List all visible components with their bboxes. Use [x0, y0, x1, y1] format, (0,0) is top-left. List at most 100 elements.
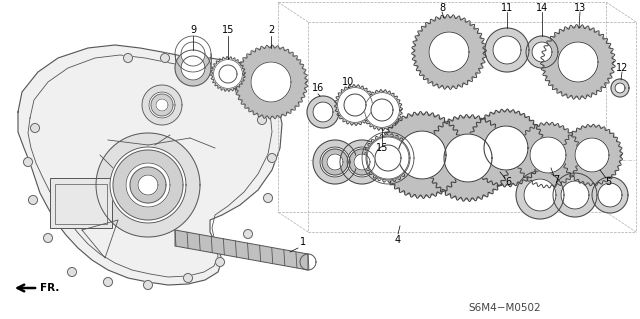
- Circle shape: [151, 94, 173, 116]
- Circle shape: [337, 87, 373, 123]
- Circle shape: [349, 149, 375, 175]
- Text: 11: 11: [501, 3, 513, 13]
- Circle shape: [366, 136, 410, 180]
- Circle shape: [553, 173, 597, 217]
- Circle shape: [493, 36, 521, 64]
- Polygon shape: [18, 45, 282, 285]
- Circle shape: [184, 273, 193, 283]
- Circle shape: [313, 140, 357, 184]
- Text: 4: 4: [395, 235, 401, 245]
- Circle shape: [516, 171, 564, 219]
- Text: 10: 10: [342, 77, 354, 87]
- Circle shape: [110, 147, 186, 223]
- Polygon shape: [175, 230, 308, 270]
- Circle shape: [268, 153, 276, 162]
- Circle shape: [216, 257, 225, 266]
- Circle shape: [427, 117, 509, 199]
- Circle shape: [104, 278, 113, 286]
- Circle shape: [532, 42, 552, 62]
- Circle shape: [44, 234, 52, 242]
- Text: FR.: FR.: [40, 283, 60, 293]
- Text: 16: 16: [312, 83, 324, 93]
- Circle shape: [67, 268, 77, 277]
- Circle shape: [142, 85, 182, 125]
- Text: 13: 13: [574, 3, 586, 13]
- Circle shape: [113, 150, 183, 220]
- Circle shape: [219, 65, 237, 83]
- Circle shape: [615, 83, 625, 93]
- Circle shape: [31, 123, 40, 132]
- Text: 7: 7: [553, 175, 559, 185]
- Circle shape: [347, 147, 377, 177]
- Circle shape: [124, 54, 132, 63]
- Circle shape: [381, 114, 463, 197]
- Circle shape: [484, 126, 528, 170]
- Circle shape: [236, 85, 244, 94]
- Circle shape: [149, 92, 175, 118]
- Circle shape: [307, 96, 339, 128]
- Circle shape: [213, 59, 243, 89]
- Circle shape: [592, 177, 628, 213]
- Circle shape: [524, 179, 556, 211]
- Text: 2: 2: [268, 25, 274, 35]
- Circle shape: [156, 99, 168, 111]
- Circle shape: [161, 54, 170, 63]
- Text: 8: 8: [439, 3, 445, 13]
- Circle shape: [96, 133, 200, 237]
- Circle shape: [126, 163, 170, 207]
- Text: S6M4−M0502: S6M4−M0502: [468, 303, 541, 313]
- Text: 6: 6: [505, 177, 511, 187]
- Circle shape: [24, 158, 33, 167]
- Circle shape: [485, 28, 529, 72]
- Circle shape: [371, 99, 393, 121]
- Text: 1: 1: [300, 237, 306, 247]
- Text: 15: 15: [222, 25, 234, 35]
- Circle shape: [526, 36, 558, 68]
- Circle shape: [327, 154, 343, 170]
- Circle shape: [143, 280, 152, 290]
- Circle shape: [611, 79, 629, 97]
- Circle shape: [264, 194, 273, 203]
- Circle shape: [344, 94, 366, 116]
- Circle shape: [517, 124, 579, 186]
- Circle shape: [181, 56, 205, 80]
- Circle shape: [130, 167, 166, 203]
- Circle shape: [366, 136, 410, 180]
- Text: 12: 12: [616, 63, 628, 73]
- Circle shape: [375, 145, 401, 171]
- Circle shape: [257, 115, 266, 124]
- Circle shape: [29, 196, 38, 204]
- Circle shape: [175, 50, 211, 86]
- Text: 15: 15: [376, 143, 388, 153]
- Circle shape: [340, 140, 384, 184]
- Circle shape: [251, 62, 291, 102]
- Circle shape: [338, 88, 372, 122]
- Text: 9: 9: [190, 25, 196, 35]
- Circle shape: [365, 93, 399, 127]
- Circle shape: [181, 42, 205, 66]
- Circle shape: [313, 102, 333, 122]
- Circle shape: [200, 63, 209, 72]
- Circle shape: [236, 47, 306, 117]
- Circle shape: [398, 131, 446, 179]
- Circle shape: [138, 175, 158, 195]
- Circle shape: [575, 138, 609, 172]
- Circle shape: [429, 32, 469, 72]
- Circle shape: [243, 229, 253, 239]
- Circle shape: [444, 134, 492, 182]
- Circle shape: [530, 137, 566, 173]
- Circle shape: [364, 92, 400, 128]
- Text: 5: 5: [605, 177, 611, 187]
- Circle shape: [367, 137, 409, 179]
- Circle shape: [320, 147, 350, 177]
- Circle shape: [413, 17, 484, 87]
- Circle shape: [468, 111, 543, 185]
- Circle shape: [214, 60, 243, 88]
- Circle shape: [322, 149, 348, 175]
- FancyBboxPatch shape: [50, 178, 112, 228]
- Circle shape: [598, 183, 622, 207]
- Circle shape: [561, 181, 589, 209]
- Circle shape: [543, 26, 613, 97]
- Text: 14: 14: [536, 3, 548, 13]
- Circle shape: [563, 126, 621, 184]
